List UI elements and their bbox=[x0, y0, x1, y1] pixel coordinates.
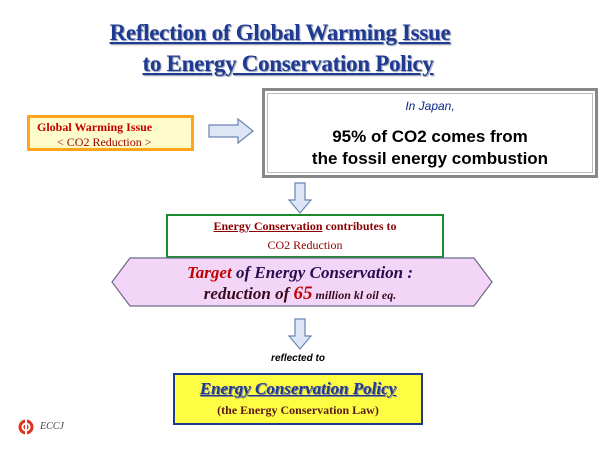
title-line-1: Reflection of Global Warming Issue bbox=[109, 20, 451, 45]
reduction-prefix: reduction of bbox=[203, 284, 294, 303]
policy-law-label: (the Energy Conservation Law) bbox=[217, 403, 379, 417]
reduction-unit: million kl oil eq. bbox=[312, 288, 397, 302]
co2-statement-line-2: the fossil energy combustion bbox=[311, 149, 549, 168]
global-warming-box: Global Warming Issue < CO2 Reduction > bbox=[27, 115, 194, 151]
energy-conservation-box: Energy Conservation contributes to CO2 R… bbox=[166, 214, 444, 258]
reduction-number: 65 bbox=[293, 283, 313, 304]
target-rest: of Energy Conservation : bbox=[231, 263, 414, 282]
title-line-2: to Energy Conservation Policy bbox=[142, 51, 434, 76]
ec-term: Energy Conservation bbox=[213, 219, 323, 233]
target-word: Target bbox=[186, 263, 232, 282]
co2-statement-line-1: 95% of CO2 comes from bbox=[332, 127, 528, 146]
in-japan-label: In Japan, bbox=[405, 99, 455, 113]
reflected-to-label: reflected to bbox=[271, 353, 325, 364]
ec-contributes: contributes to bbox=[322, 219, 397, 233]
ec-statement-line-1: Energy Conservation contributes to bbox=[168, 219, 442, 234]
eccj-logo-text: ECCJ bbox=[40, 421, 64, 432]
block-arrow-down-icon bbox=[287, 318, 313, 350]
block-arrow-down-icon bbox=[287, 182, 313, 214]
co2-reduction-label: < CO2 Reduction > bbox=[57, 135, 152, 149]
japan-co2-box: In Japan, 95% of CO2 comes from the foss… bbox=[262, 88, 598, 178]
target-hexagon-shape bbox=[111, 257, 493, 307]
target-line-1: Target of Energy Conservation : bbox=[110, 263, 490, 283]
eccj-logo-icon bbox=[18, 419, 34, 435]
global-warming-title: Global Warming Issue bbox=[37, 120, 153, 134]
policy-title: Energy Conservation Policy bbox=[199, 379, 397, 398]
target-line-2: reduction of 65 million kl oil eq. bbox=[110, 283, 490, 305]
energy-conservation-policy-box: Energy Conservation Policy (the Energy C… bbox=[173, 373, 423, 425]
block-arrow-right-icon bbox=[208, 118, 254, 144]
ec-statement-line-2: CO2 Reduction bbox=[267, 238, 343, 252]
